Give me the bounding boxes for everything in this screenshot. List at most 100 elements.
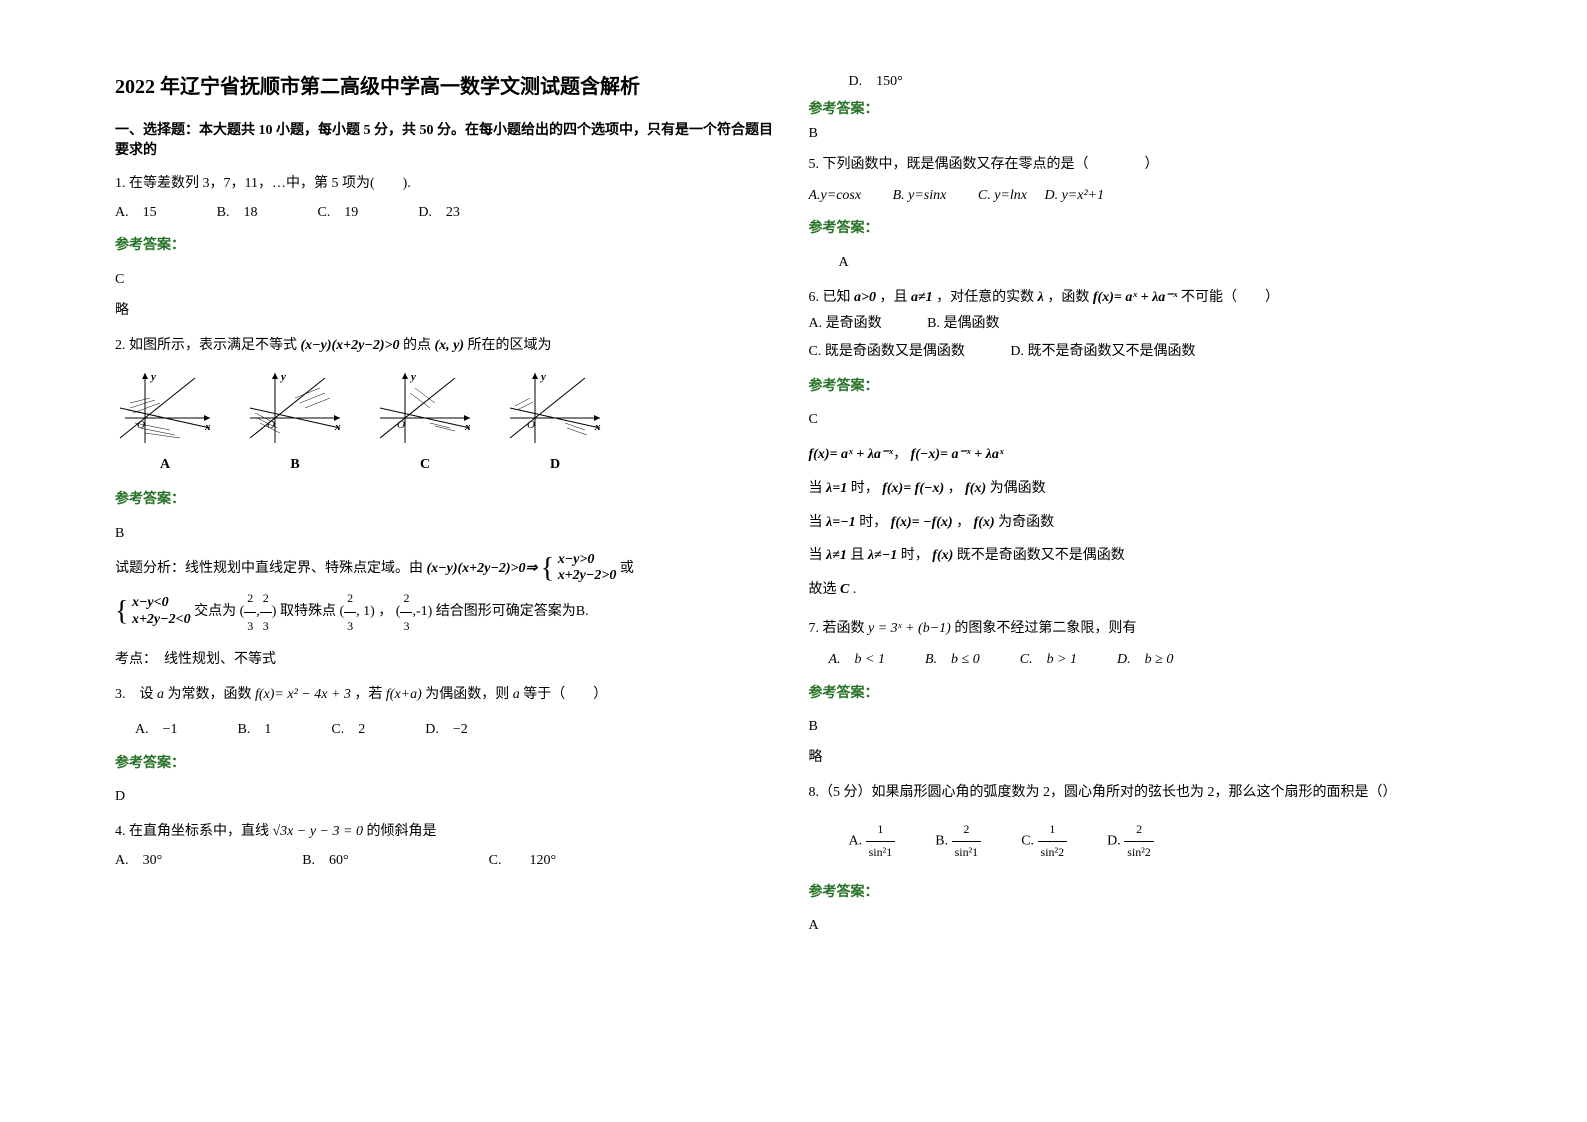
q3-optD: D. −2 — [425, 717, 468, 742]
n: 2 — [260, 585, 272, 612]
q2-stem-b: 的点 — [403, 338, 431, 353]
d: 3 — [400, 613, 412, 639]
frac: 23 — [400, 585, 412, 639]
q3-options: A. −1 B. 1 C. 2 D. −2 — [115, 717, 779, 742]
t: f(x)= aˣ + λa⁻ˣ — [1093, 290, 1178, 305]
q2-figC: O x y C — [375, 368, 475, 477]
t: 当 — [809, 548, 823, 563]
d: 3 — [244, 613, 256, 639]
t: 故选 — [809, 582, 837, 597]
q5-ans: A — [839, 250, 1473, 275]
svg-text:y: y — [279, 371, 286, 383]
t: λ≠1 — [826, 548, 847, 563]
q4-options: A. 30° B. 60° C. 120° — [115, 848, 779, 873]
n: 2 — [952, 819, 982, 842]
t: 时， — [851, 481, 879, 496]
q2-expr2: (x, y) — [435, 338, 465, 353]
q4-ans-head: 参考答案： — [809, 98, 1473, 118]
q2-stem-c: 所在的区域为 — [468, 338, 552, 353]
q5-optB: B. y=sinx — [893, 188, 947, 203]
q3-optA: A. −1 — [135, 717, 178, 742]
q7-optB: B. b ≤ 0 — [925, 647, 980, 672]
q2-ana-e1: (x−y)(x+2y−2)>0⇒ — [427, 561, 538, 576]
q5-stem: 5. 下列函数中，既是偶函数又存在零点的是（ ） — [809, 152, 1473, 177]
q6-optA: A. 是奇函数 — [809, 316, 882, 331]
q4-ans: B — [809, 126, 1473, 142]
n: 2 — [344, 585, 356, 612]
q4-optD: D. 150° — [849, 70, 1473, 90]
q2-expr1: (x−y)(x+2y−2)>0 — [301, 338, 400, 353]
q5-optC: C. y=lnx — [978, 188, 1027, 203]
t: 4. 在直角坐标系中，直线 — [115, 824, 269, 839]
q4-optB: B. 60° — [302, 848, 348, 873]
q2-ans-head: 参考答案： — [115, 487, 779, 512]
q8-optD: D. 2sin²2 — [1107, 819, 1154, 863]
q2-topic: 考点： 线性规划、不等式 — [115, 647, 779, 672]
svg-text:y: y — [149, 371, 156, 383]
t: . — [853, 582, 857, 597]
t: 既不是奇函数又不是偶函数 — [957, 548, 1125, 563]
t: f(x) — [965, 481, 986, 496]
pt2-close: , 1) — [356, 604, 375, 619]
q2-labelD: D — [505, 452, 605, 477]
q6-optB: B. 是偶函数 — [927, 316, 999, 331]
t: 为偶函数 — [990, 481, 1046, 496]
q7-note: 略 — [809, 745, 1473, 770]
t: ，若 — [354, 687, 382, 702]
t: 为偶函数，则 — [425, 687, 509, 702]
t: 7. 若函数 — [809, 621, 865, 636]
q2-sys2b: x+2y−2<0 — [132, 612, 191, 629]
frac: 2sin²1 — [952, 819, 982, 863]
brace-icon: { — [541, 559, 554, 579]
t: a≠1 — [911, 290, 933, 305]
q3: 3. 设 a 为常数，函数 f(x)= x² − 4x + 3 ，若 f(x+a… — [115, 682, 779, 809]
q8-optA: A. 1sin²1 — [849, 819, 896, 863]
q1-optD: D. 23 — [418, 200, 460, 225]
q2-ana-a: 试题分析：线性规划中直线定界、特殊点定域。由 — [115, 561, 423, 576]
t: f(x+a) — [386, 687, 422, 702]
q1-ans: C — [115, 267, 779, 292]
svg-text:y: y — [409, 371, 416, 383]
q6-ans-head: 参考答案： — [809, 374, 1473, 399]
region-graph-d: O x y — [505, 368, 605, 448]
q2-figures: O x y A O x y — [115, 368, 779, 477]
q5-optD: D. y=x²+1 — [1044, 188, 1104, 203]
t: 不可能（ ） — [1181, 290, 1279, 305]
t: ， — [948, 481, 962, 496]
q1-optA: A. 15 — [115, 200, 157, 225]
pre: B. — [935, 834, 948, 849]
q1-stem: 1. 在等差数列 3，7，11，…中，第 5 项为( ). — [115, 171, 779, 196]
q4-optA: A. 30° — [115, 848, 162, 873]
d: sin²2 — [1038, 842, 1068, 864]
q1-options: A. 15 B. 18 C. 19 D. 23 — [115, 200, 779, 225]
q7-optA: A. b < 1 — [829, 647, 886, 672]
frac: 23 — [344, 585, 356, 639]
q2-sys2a: x−y<0 — [132, 595, 191, 612]
t: √3x − y − 3 = 0 — [273, 824, 363, 839]
t: λ=1 — [826, 481, 847, 496]
pt3-close: ,-1) — [412, 604, 432, 619]
q2-stem-a: 2. 如图所示，表示满足不等式 — [115, 338, 297, 353]
q1: 1. 在等差数列 3，7，11，…中，第 5 项为( ). A. 15 B. 1… — [115, 171, 779, 323]
t: 为常数，函数 — [168, 687, 252, 702]
q4-optC: C. 120° — [489, 848, 556, 873]
q7: 7. 若函数 y = 3ˣ + (b−1) 的图象不经过第二象限，则有 A. b… — [809, 616, 1473, 770]
q2-sys1: x−y>0 x+2y−2>0 — [558, 552, 617, 586]
q3-stem: 3. 设 a 为常数，函数 f(x)= x² − 4x + 3 ，若 f(x+a… — [115, 682, 779, 707]
t: 且 — [850, 548, 864, 563]
q8-optB: B. 2sin²1 — [935, 819, 981, 863]
pre: A. — [849, 834, 863, 849]
d: sin²1 — [866, 842, 896, 864]
q7-optC: C. b > 1 — [1020, 647, 1077, 672]
t: 3. 设 — [115, 687, 154, 702]
t: 时， — [859, 515, 887, 530]
q5: 5. 下列函数中，既是偶函数又存在零点的是（ ） A.y=cosx B. y=s… — [809, 152, 1473, 275]
t: f(x)= −f(x) — [891, 515, 953, 530]
t: f(−x)= a⁻ˣ + λaˣ — [911, 447, 1004, 462]
brace-icon: { — [115, 602, 128, 622]
t: f(x)= f(−x) — [882, 481, 944, 496]
q5-ans-head: 参考答案： — [809, 216, 1473, 241]
t: ， — [956, 515, 970, 530]
q8-optC: C. 1sin²2 — [1021, 819, 1067, 863]
q7-options: A. b < 1 B. b ≤ 0 C. b > 1 D. b ≥ 0 — [829, 647, 1473, 672]
